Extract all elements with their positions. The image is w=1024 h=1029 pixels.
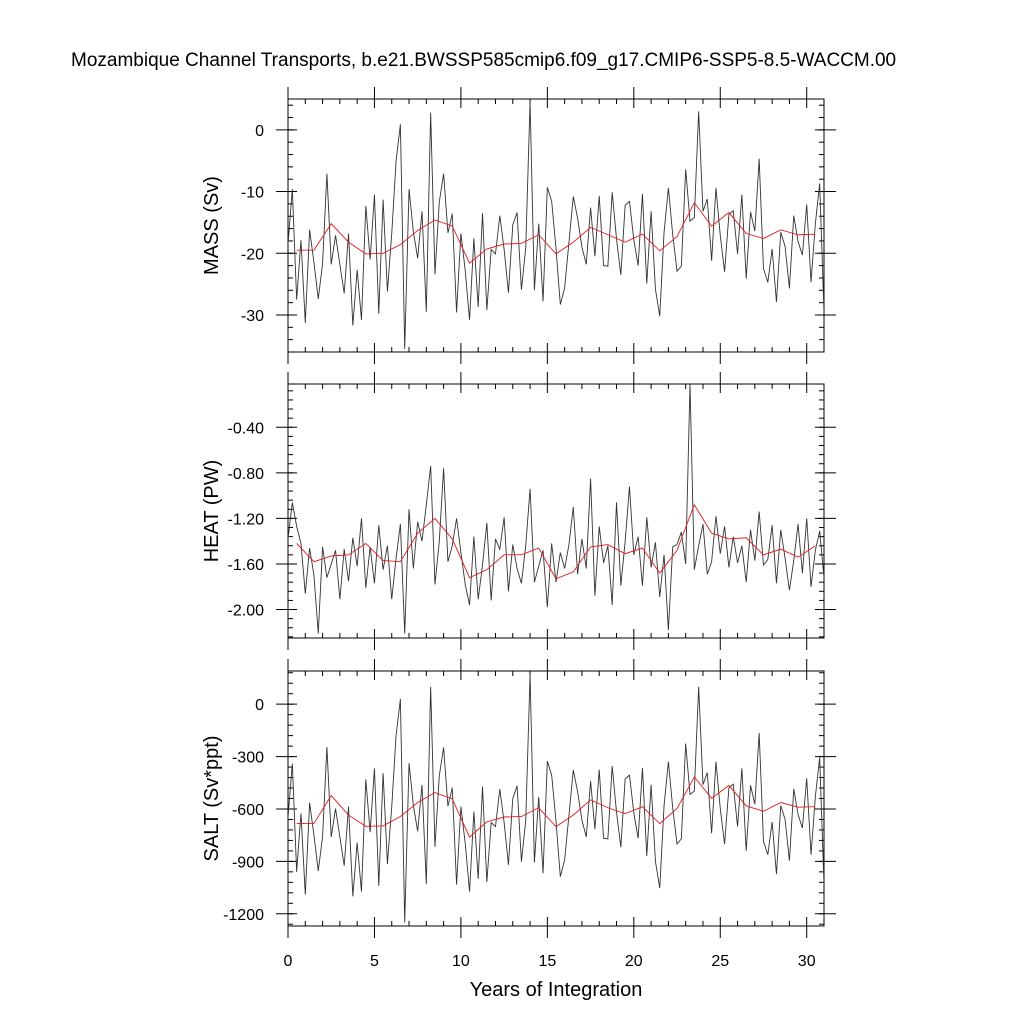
y-tick-label: -600 bbox=[232, 802, 264, 819]
y-tick-label: -20 bbox=[241, 246, 264, 263]
y-tick-label: -1200 bbox=[223, 907, 264, 924]
annual-mean-series-line bbox=[296, 503, 816, 580]
y-tick-label: -1.20 bbox=[228, 511, 265, 528]
monthly-series-line bbox=[288, 383, 824, 634]
x-tick-label: 20 bbox=[625, 953, 643, 970]
x-axis-title: Years of Integration bbox=[470, 979, 643, 1001]
x-tick-label: 5 bbox=[370, 953, 379, 970]
y-tick-label: -1.60 bbox=[228, 557, 265, 574]
y-tick-label: 0 bbox=[255, 697, 264, 714]
monthly-series-line bbox=[288, 101, 824, 349]
x-tick-label: 10 bbox=[452, 953, 470, 970]
y-tick-label: -0.80 bbox=[228, 466, 265, 483]
y-axis-title: SALT (Sv*ppt) bbox=[201, 736, 223, 862]
y-tick-label: 0 bbox=[255, 123, 264, 140]
plot-frame bbox=[287, 383, 825, 639]
y-tick-label: -2.00 bbox=[228, 603, 265, 620]
x-tick-label: 30 bbox=[798, 953, 816, 970]
monthly-series-line bbox=[288, 674, 824, 923]
x-tick-label: 25 bbox=[711, 953, 729, 970]
x-tick-label: 15 bbox=[538, 953, 556, 970]
panel-2: -0.40 -0.80 -1.20 -1.60 -2.00 HEAT (PW) bbox=[201, 372, 836, 650]
annual-mean-series-line bbox=[296, 201, 816, 264]
panel-1: 0 -10 -20 -30 MASS (Sv) bbox=[201, 87, 836, 364]
y-tick-label: -900 bbox=[232, 854, 264, 871]
y-tick-label: -300 bbox=[232, 750, 264, 767]
chart-title: Mozambique Channel Transports, b.e21.BWS… bbox=[71, 50, 896, 71]
y-tick-label: -10 bbox=[241, 185, 264, 202]
y-tick-label: -0.40 bbox=[228, 420, 265, 437]
annual-mean-series-line bbox=[296, 776, 816, 838]
y-axis-title: MASS (Sv) bbox=[201, 176, 223, 275]
y-tick-label: -30 bbox=[241, 308, 264, 325]
x-tick-label: 0 bbox=[284, 953, 293, 970]
panel-3: 0 -300 -600 -900 -1200 SALT (Sv*ppt) 0 5 10 15 20 2… bbox=[201, 659, 836, 970]
plot-frame bbox=[287, 98, 825, 353]
y-axis-title: HEAT (PW) bbox=[201, 460, 223, 563]
